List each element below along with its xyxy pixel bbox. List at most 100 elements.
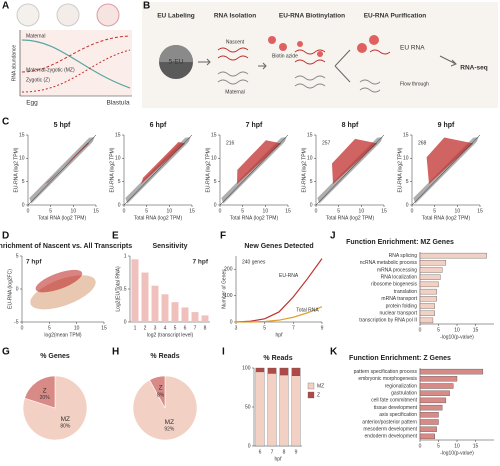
category-label: anterior/posterior pattern	[362, 419, 417, 425]
bar	[419, 426, 437, 432]
panel-letter: E	[112, 231, 119, 242]
category-label: mRNA processing	[377, 267, 417, 273]
y-tick-label: 0	[310, 202, 313, 208]
y-tick-label: 15	[211, 132, 217, 138]
label: Flow through	[400, 81, 429, 87]
category-label: transcription by RNA pol II	[359, 318, 417, 324]
bar	[419, 303, 435, 309]
diagonal	[27, 134, 97, 206]
x-tick-label: 4	[164, 325, 167, 331]
x-tick-label: 2	[144, 325, 147, 331]
bar	[161, 294, 169, 322]
chart-title: 5 hpf	[54, 122, 71, 129]
x-tick-label: 5	[48, 325, 51, 331]
category-label: ribosome biogenesis	[371, 282, 417, 288]
bar-segment	[291, 375, 301, 447]
step-title: EU-RNA Biotinylation	[279, 13, 345, 20]
rna	[217, 71, 249, 85]
bar-segment	[267, 367, 277, 374]
panel-letter: J	[330, 231, 336, 242]
bar	[141, 272, 149, 322]
legend-swatch	[307, 382, 315, 390]
x-tick-label: 10	[74, 325, 80, 331]
x-tick-label: 5	[174, 325, 177, 331]
bar	[171, 302, 179, 322]
x-tick-label: 15	[285, 208, 291, 214]
pie-slice	[24, 375, 56, 409]
step-title: EU Labeling	[157, 13, 195, 20]
y-tick-label: 0	[118, 202, 121, 208]
x-tick-label: 0	[219, 208, 222, 214]
y-tick-label: 10	[211, 156, 217, 162]
y-axis-label: EU-RNA (log2FC)	[7, 269, 13, 309]
highlight-cloud	[331, 138, 378, 184]
arrow	[258, 62, 267, 70]
bar	[419, 310, 435, 316]
legend-label: Maternal-zygotic (MZ)	[26, 67, 75, 73]
y-tick-label: 0	[124, 319, 127, 325]
y-tick-label: 15	[19, 132, 25, 138]
diagonal	[219, 134, 289, 206]
pie-slice	[149, 375, 166, 409]
panel-letter: C	[2, 117, 9, 128]
slice-label: MZ	[165, 419, 174, 426]
chart-title: % Reads	[263, 355, 292, 362]
y-tick-label: 15	[403, 132, 409, 138]
bar	[419, 317, 434, 324]
legend-label: Zygotic (Z)	[26, 77, 50, 83]
x-axis-label: hpf	[276, 332, 284, 338]
rna	[369, 49, 391, 55]
y-tick-label: 0.5	[120, 286, 127, 292]
chart-title: % Genes	[40, 353, 70, 360]
bar	[131, 259, 139, 322]
y-tick-label: 10	[307, 156, 313, 162]
slice-value: 92%	[164, 426, 175, 432]
category-label: tissue development	[374, 405, 418, 411]
output-label: RNA-seq	[460, 65, 487, 72]
x-tick-label: 5	[433, 208, 436, 214]
line-series	[235, 258, 323, 323]
x-tick-label: 7	[292, 325, 295, 331]
x-axis-label: Total RNA (log2 TPM)	[422, 215, 471, 221]
category-label: translation	[394, 289, 417, 295]
x-tick-label: 5	[145, 208, 148, 214]
y-tick-label: 200	[224, 267, 233, 273]
x-tick-label: 15	[189, 208, 195, 214]
x-tick-label: 15	[473, 327, 479, 333]
y-axis-label: EU-RNA (log2 TPM)	[301, 147, 307, 192]
x-axis-label: log2 (transcript level)	[147, 332, 194, 338]
bar-segment	[279, 367, 289, 376]
highlight-cloud	[237, 140, 282, 184]
bar	[419, 383, 454, 389]
x-tick-label: 5	[437, 327, 440, 333]
chart-title: 6 hpf	[150, 122, 167, 129]
y-tick-label: 5	[406, 179, 409, 185]
bead	[369, 35, 379, 45]
x-axis-label: -log10(p-value)	[440, 450, 474, 456]
x-tick-label: 0	[411, 208, 414, 214]
step-title: EU-RNA Purification	[364, 13, 427, 20]
diagonal	[315, 134, 385, 206]
rna	[294, 75, 326, 89]
x-label: Blastula	[106, 100, 130, 107]
category-label: axis specification	[379, 412, 417, 418]
x-tick-label: 1	[134, 325, 137, 331]
y-axis-label: Log2(EU/Total RNA)	[115, 266, 121, 312]
x-axis-label: Total RNA (log2 TPM)	[134, 215, 183, 221]
x-tick-label: 5	[437, 443, 440, 449]
diagonal	[411, 134, 481, 206]
panel-letter: K	[330, 347, 338, 358]
y-tick-label: 0	[406, 202, 409, 208]
bar	[419, 296, 437, 302]
bead	[357, 43, 367, 53]
x-tick-label: 9	[321, 325, 324, 331]
category-label: endoderm development	[364, 434, 417, 440]
x-tick-label: 8	[204, 325, 207, 331]
chart-title: Function Enrichment: MZ Genes	[346, 239, 454, 246]
x-tick-label: 3	[235, 325, 238, 331]
bar	[419, 419, 439, 425]
y-tick-label: 15	[115, 132, 121, 138]
x-tick-label: 10	[454, 327, 460, 333]
line-series	[236, 306, 323, 323]
maternal-curve	[21, 39, 131, 89]
